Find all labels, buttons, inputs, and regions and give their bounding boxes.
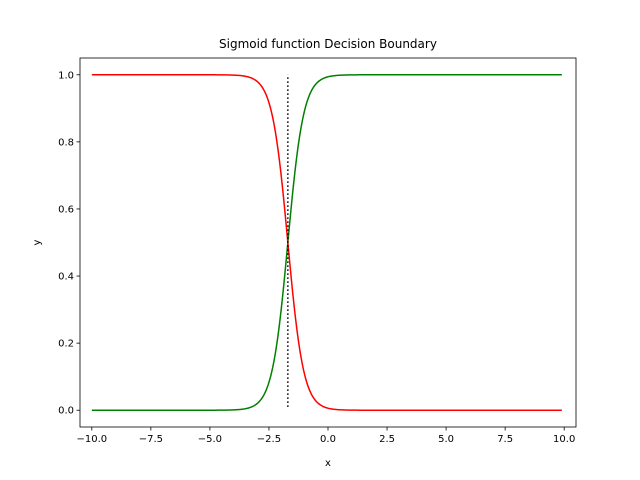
y-tick-label: 1.0 <box>58 70 74 81</box>
x-tick-label: 7.5 <box>497 434 513 445</box>
x-axis-ticks: −10.0 −7.5 −5.0 −2.5 0.0 2.5 5.0 7.5 10.0 <box>76 427 575 445</box>
x-tick-label: −7.5 <box>139 434 163 445</box>
x-tick-label: 0.0 <box>320 434 336 445</box>
x-tick-label: −2.5 <box>257 434 281 445</box>
plot-area <box>91 74 562 411</box>
y-tick-label: 0.6 <box>58 204 74 215</box>
x-tick-label: 2.5 <box>379 434 395 445</box>
x-axis-label: x <box>325 458 331 469</box>
sigmoid-series-green <box>91 74 562 411</box>
y-tick-label: 0.2 <box>58 339 74 350</box>
sigmoid-series-red <box>91 74 562 411</box>
y-axis-ticks: 0.0 0.2 0.4 0.6 0.8 1.0 <box>58 70 80 417</box>
y-axis-label: y <box>32 239 43 245</box>
x-tick-label: −10.0 <box>76 434 107 445</box>
chart-title: Sigmoid function Decision Boundary <box>219 37 437 51</box>
y-tick-label: 0.0 <box>58 406 74 417</box>
x-tick-label: 5.0 <box>438 434 454 445</box>
x-tick-label: −5.0 <box>198 434 222 445</box>
x-tick-label: 10.0 <box>553 434 575 445</box>
y-tick-label: 0.8 <box>58 137 74 148</box>
y-tick-label: 0.4 <box>58 272 74 283</box>
